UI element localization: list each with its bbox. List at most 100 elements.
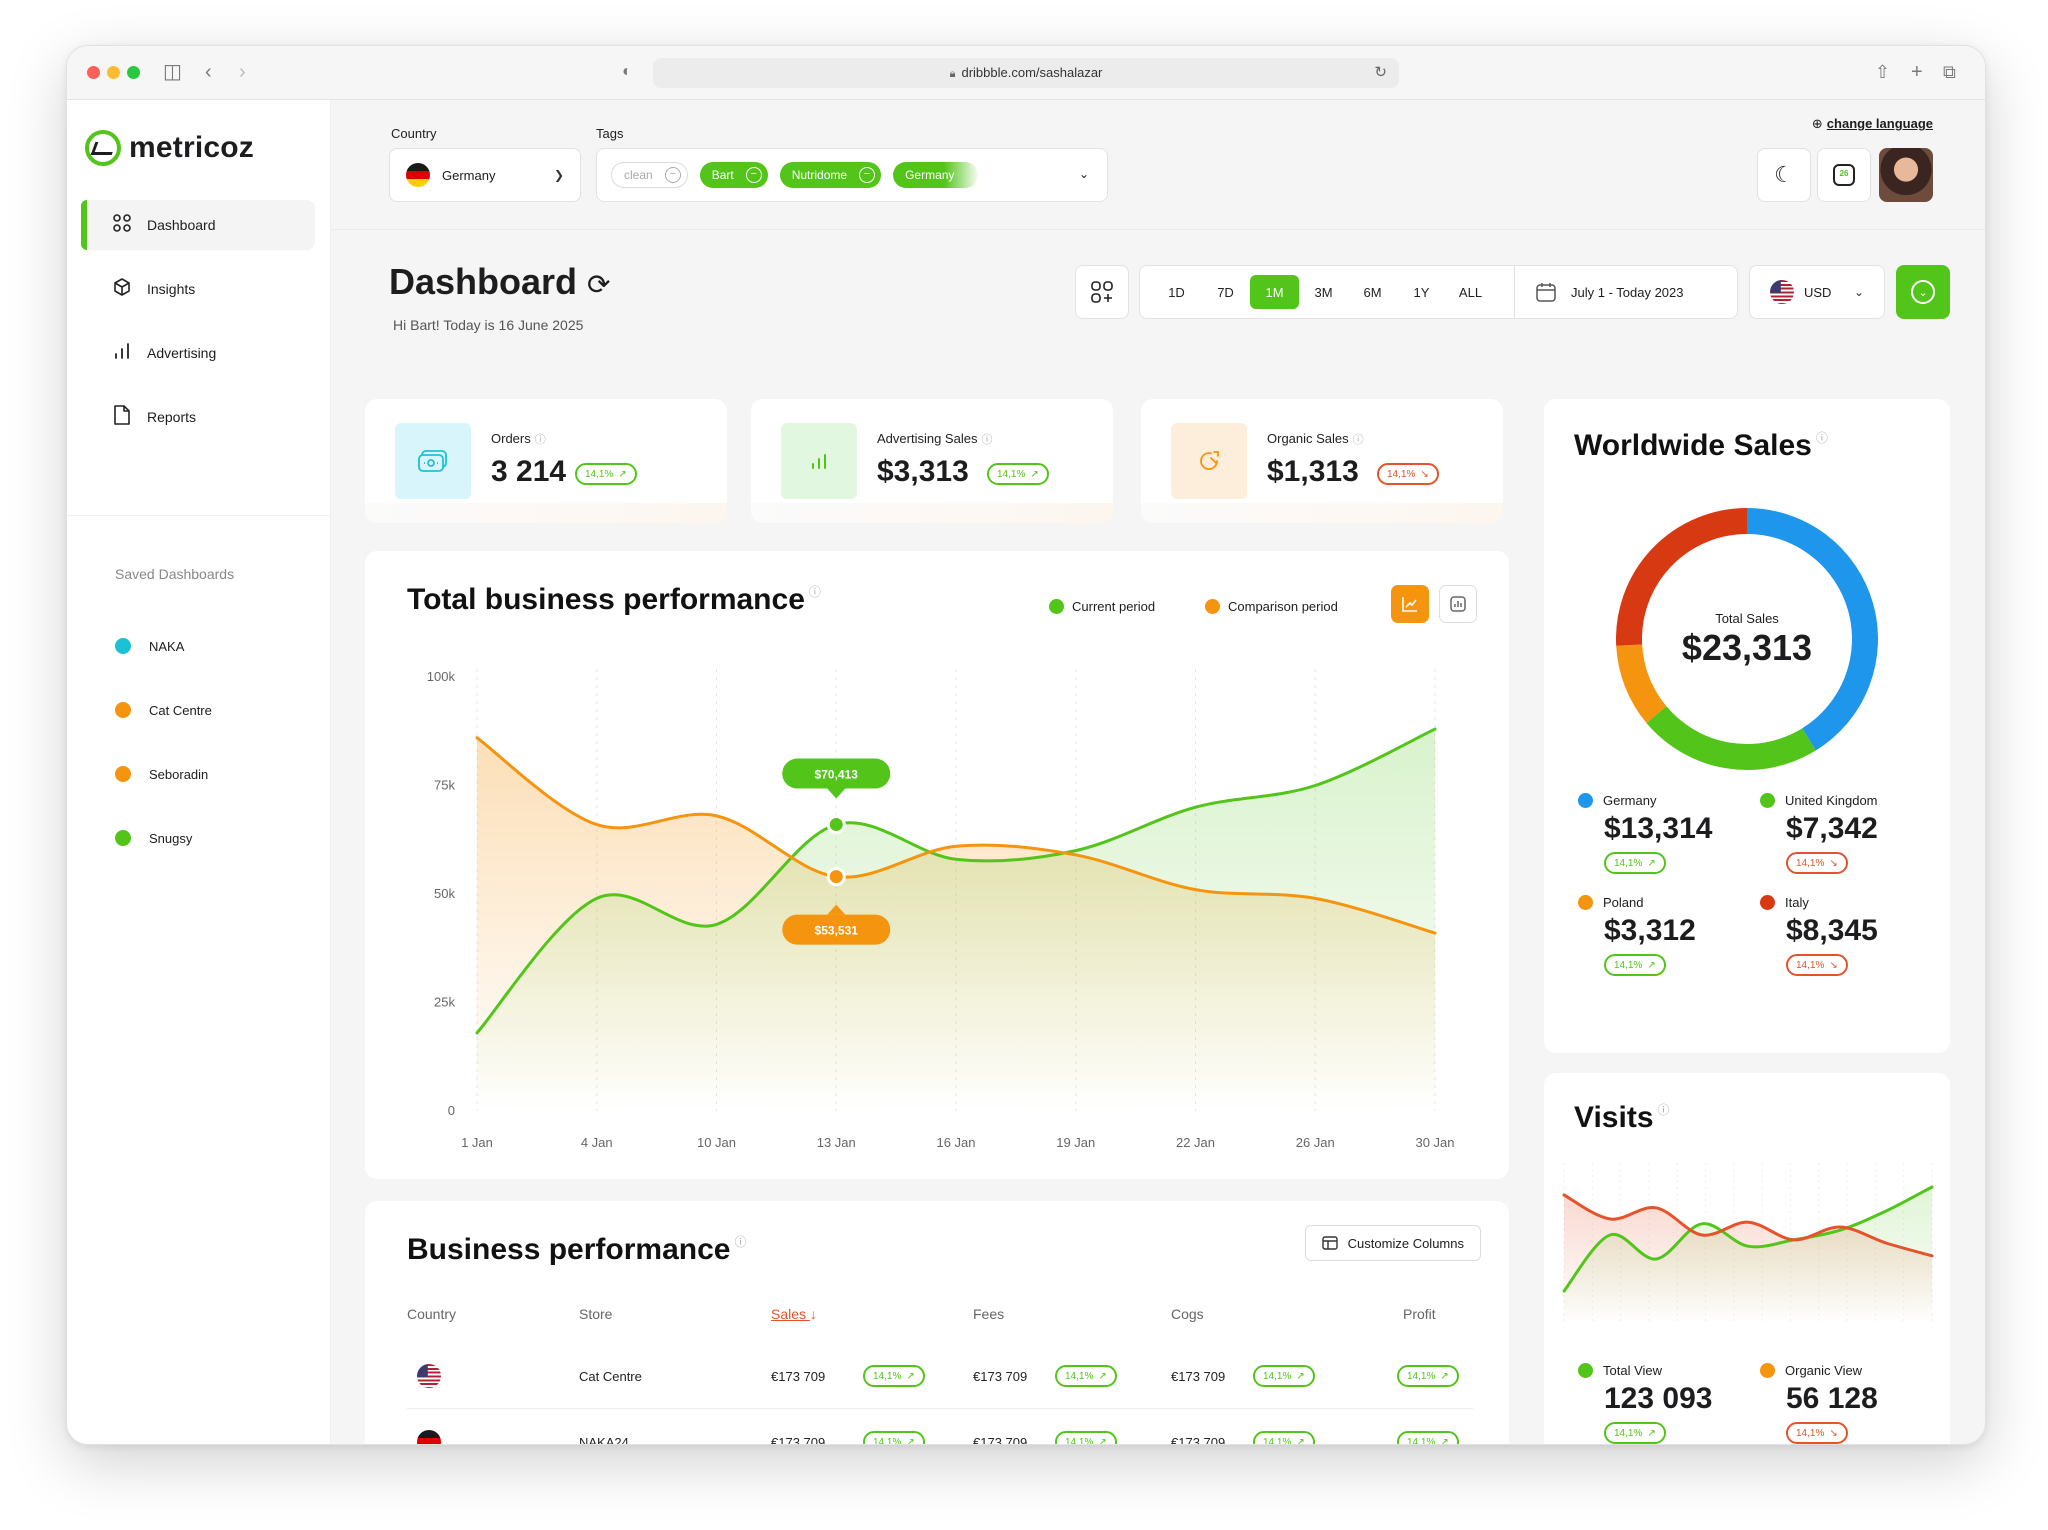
legend-current[interactable]: Current period [1049,599,1155,614]
refresh-icon[interactable]: ⟳ [587,269,611,300]
table-row[interactable]: NAKA24 €173 709 14,1% ↗ €173 709 14,1% ↗ €173 7… [407,1409,1473,1445]
calendar-button[interactable]: 26 [1817,148,1871,202]
saved-dashboards-list: NAKA Cat Centre Seboradin Snugsy [115,614,212,870]
series-line[interactable] [1562,1193,1934,1258]
forward-icon[interactable]: › [239,61,246,83]
data-tooltip: $70,413 [782,758,891,799]
privacy-shield-icon[interactable]: ◐ [622,63,632,80]
tag-nutridome[interactable]: Nutridome − [779,162,882,188]
country-change-badge: 14,1% ↗ [1604,852,1666,874]
info-icon[interactable]: ⓘ [981,434,993,446]
info-icon[interactable]: ⓘ [1657,1103,1670,1117]
remove-tag-icon[interactable]: − [745,167,762,183]
series-line[interactable] [475,736,1437,935]
period-1y[interactable]: 1Y [1413,284,1430,300]
sidebar-item-insights[interactable]: Insights [81,264,315,314]
change-language-link[interactable]: ⊕ change language [1812,116,1933,132]
card-footer-gradient [1141,503,1503,523]
column-header-fees[interactable]: Fees [973,1306,1005,1322]
tag-bart[interactable]: Bart − [699,162,768,188]
saved-dashboard-label: Snugsy [149,830,193,846]
zoom-window-button[interactable] [127,66,140,79]
series-line[interactable] [475,727,1437,1035]
remove-tag-icon[interactable]: − [859,167,876,183]
tooltip-value: $53,531 [815,924,859,938]
saved-dashboard-seboradin[interactable]: Seboradin [115,742,212,806]
period-all[interactable]: ALL [1458,284,1483,300]
column-header-sales[interactable]: Sales ↓ [771,1306,817,1322]
grid-icon [111,213,133,237]
date-range-picker[interactable]: July 1 - Today 2023 [1514,265,1738,319]
sidebar-item-reports[interactable]: Reports [81,392,315,442]
organic-view-stat: Organic View 56 128 14,1% ↘ [1760,1363,1878,1444]
logo[interactable]: metricoz [85,128,254,168]
column-header-cogs[interactable]: Cogs [1171,1306,1204,1322]
add-widget-button[interactable] [1075,265,1129,319]
donut-slice[interactable] [1646,706,1816,770]
donut-slice[interactable] [1746,508,1878,751]
sidebar-item-label: Insights [147,281,196,297]
lock-icon: 🔒︎ [949,68,956,80]
period-7d[interactable]: 7D [1217,284,1234,300]
address-bar[interactable]: 🔒︎ dribbble.com/sashalazar ↻ [653,58,1399,88]
column-header-store[interactable]: Store [579,1306,613,1322]
country-sales-value: $13,314 [1604,812,1713,845]
reload-icon[interactable]: ↻ [1374,64,1387,81]
tabs-overview-icon[interactable]: ⧉ [1943,62,1956,82]
donut-slice[interactable] [1616,644,1667,723]
column-header-label: Sales [771,1306,807,1322]
legend-label: Current period [1072,599,1156,614]
donut-slice[interactable] [1616,508,1748,646]
remove-tag-icon[interactable]: − [664,167,681,183]
table-cell-flag [417,1409,441,1444]
country-stat: Italy $8,345 14,1% ↘ [1760,895,1878,976]
minimize-window-button[interactable] [107,66,120,79]
line-chart-toggle[interactable] [1391,585,1429,623]
sidebar-item-advertising[interactable]: Advertising [81,328,315,378]
apply-filters-button[interactable]: ⌄ [1896,265,1950,319]
info-icon[interactable]: ⓘ [1815,431,1828,445]
data-point-marker[interactable] [826,815,846,835]
dark-mode-button[interactable]: ☾ [1757,148,1811,202]
data-point-marker[interactable] [826,867,846,887]
currency-select[interactable]: USD ⌄ [1749,265,1885,319]
bar-chart-toggle[interactable] [1439,585,1477,623]
x-tick-label: 30 Jan [1415,1135,1454,1150]
close-window-button[interactable] [87,66,100,79]
period-6m[interactable]: 6M [1363,284,1382,300]
info-icon[interactable]: ⓘ [734,1235,747,1249]
tag-clean[interactable]: clean − [611,162,688,188]
color-dot [115,830,131,846]
series-line[interactable] [1562,1185,1934,1293]
period-1d[interactable]: 1D [1168,284,1185,300]
kpi-card-advertising-sales: Advertising Sales ⓘ $3,313 14,1% ↗ [751,399,1113,523]
sidebar-item-dashboard[interactable]: Dashboard [81,200,315,250]
tag-germany[interactable]: Germany [893,162,979,188]
chevron-down-icon[interactable]: ⌄ [1078,167,1089,181]
table-cell-sales: €173 709 [771,1434,826,1445]
tags-select[interactable]: clean − Bart − Nutridome − Germany ⌄ [596,148,1108,202]
back-icon[interactable]: ‹ [205,61,212,83]
info-icon[interactable]: ⓘ [808,585,821,599]
info-icon[interactable]: ⓘ [1352,434,1364,446]
new-tab-icon[interactable]: + [1911,61,1923,83]
table-row[interactable]: Cat Centre €173 709 14,1% ↗ €173 709 14,1% ↗ €1… [407,1343,1473,1409]
germany-flag-icon [417,1430,441,1444]
customize-columns-button[interactable]: Customize Columns [1304,1225,1481,1261]
saved-dashboard-snugsy[interactable]: Snugsy [115,806,212,870]
table-cell-cogs-change: 14,1% ↗ [1253,1343,1315,1409]
country-select[interactable]: Germany ❯ [389,148,581,202]
user-avatar[interactable] [1879,148,1933,202]
info-icon[interactable]: ⓘ [534,434,546,446]
share-icon[interactable]: ⇧ [1875,62,1891,82]
column-header-profit[interactable]: Profit [1403,1306,1436,1322]
legend-dot [1578,895,1593,910]
trend-up-icon: ↗ [1030,468,1039,480]
period-1m[interactable]: 1M [1250,275,1299,309]
period-3m[interactable]: 3M [1314,284,1333,300]
saved-dashboard-naka[interactable]: NAKA [115,614,212,678]
sidebar-toggle-icon[interactable]: ◫ [163,61,182,83]
saved-dashboard-cat-centre[interactable]: Cat Centre [115,678,212,742]
column-header-country[interactable]: Country [407,1306,457,1322]
legend-comparison[interactable]: Comparison period [1205,599,1338,614]
